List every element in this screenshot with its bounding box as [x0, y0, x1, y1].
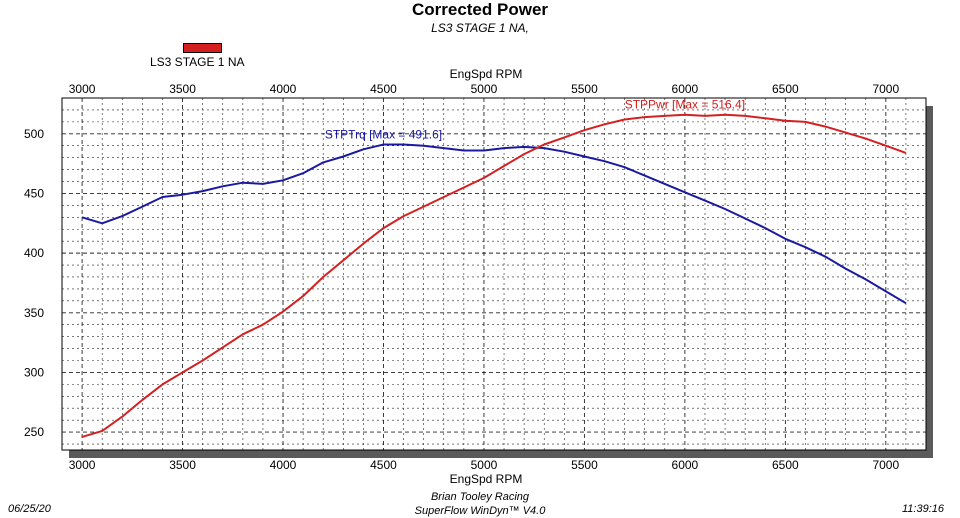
footer-time: 11:39:16: [902, 503, 945, 515]
y-tick-label: 350: [24, 306, 44, 320]
x-tick-label-top: 3500: [169, 82, 196, 96]
y-tick-label: 300: [24, 365, 44, 379]
x-tick-label-bottom: 3000: [69, 458, 96, 472]
footer-date: 06/25/20: [8, 503, 51, 515]
grid: [62, 98, 926, 450]
series-group: [81, 113, 907, 438]
x-tick-label-bottom: 6500: [772, 458, 799, 472]
x-tick-label-bottom: 6000: [672, 458, 699, 472]
x-tick-label-top: 7000: [872, 82, 899, 96]
ticks: 3000 3000 3500 3500 4000 4000 4500 4500 5000 5000…: [24, 82, 900, 472]
x-tick-label-bottom: 4000: [270, 458, 297, 472]
x-tick-label-top: 6000: [672, 82, 699, 96]
series-annotation-stptrq: STPTrq [Max = 491.6]: [325, 128, 442, 142]
x-tick-label-top: 5000: [471, 82, 498, 96]
series-line-stppwr: [81, 113, 907, 438]
y-tick-label: 500: [24, 127, 44, 141]
x-tick-label-bottom: 5000: [471, 458, 498, 472]
y-tick-label: 450: [24, 186, 44, 200]
footer-software: SuperFlow WinDyn™ V4.0: [414, 505, 546, 517]
x-tick-label-top: 3000: [69, 82, 96, 96]
footer-company: Brian Tooley Racing: [430, 491, 530, 503]
x-tick-label-top: 6500: [772, 82, 799, 96]
x-tick-label-top: 5500: [571, 82, 598, 96]
x-axis-title-top: EngSpd RPM: [449, 67, 523, 81]
series-annotation-stppwr: STPPwr [Max = 516.4]: [625, 98, 745, 112]
series-line-stptrq: [81, 143, 907, 305]
x-tick-label-bottom: 7000: [872, 458, 899, 472]
y-tick-label: 250: [24, 425, 44, 439]
x-tick-label-bottom: 5500: [571, 458, 598, 472]
x-tick-label-top: 4500: [370, 82, 397, 96]
y-tick-label: 400: [24, 246, 44, 260]
chart-subtitle: LS3 STAGE 1 NA,: [431, 21, 529, 35]
x-axis-title-bottom: EngSpd RPM: [449, 472, 523, 486]
x-tick-label-top: 4000: [270, 82, 297, 96]
x-tick-label-bottom: 4500: [370, 458, 397, 472]
x-tick-label-bottom: 3500: [169, 458, 196, 472]
legend-label: LS3 STAGE 1 NA: [150, 55, 245, 69]
chart-title: Corrected Power: [411, 0, 549, 19]
series-labels: STPTrq [Max = 491.6] STPPwr [Max = 516.4]: [325, 98, 745, 142]
legend-swatch: [183, 43, 222, 53]
plot-area: [61, 97, 927, 451]
